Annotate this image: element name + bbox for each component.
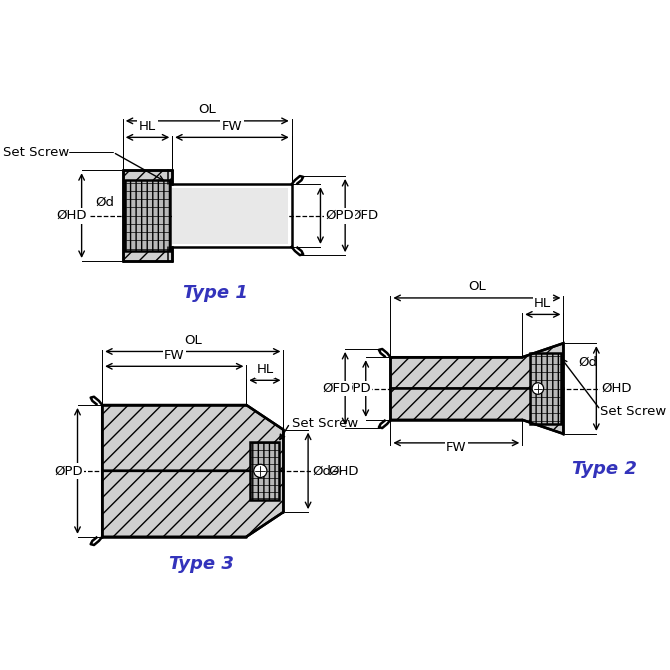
Text: OL: OL	[468, 280, 486, 293]
Polygon shape	[123, 216, 172, 261]
Text: Set Screw: Set Screw	[600, 405, 667, 418]
Polygon shape	[103, 471, 283, 537]
Text: Ød: Ød	[312, 464, 331, 478]
Text: Type 3: Type 3	[169, 555, 233, 573]
Text: ØFD: ØFD	[350, 209, 379, 222]
Text: Ød: Ød	[95, 196, 114, 209]
Text: FW: FW	[446, 442, 466, 454]
Polygon shape	[391, 389, 563, 433]
Text: ØPD: ØPD	[54, 464, 82, 478]
Text: ØFD: ØFD	[322, 382, 350, 395]
Text: Set Screw: Set Screw	[3, 145, 69, 159]
Text: ØHD: ØHD	[601, 382, 632, 395]
Text: HL: HL	[257, 363, 273, 376]
Bar	[529, 353, 561, 424]
Polygon shape	[391, 343, 563, 389]
Text: ØHD: ØHD	[56, 209, 86, 222]
Bar	[251, 442, 279, 500]
Text: Type 2: Type 2	[572, 460, 636, 478]
Polygon shape	[103, 405, 283, 471]
Text: OL: OL	[198, 103, 216, 116]
Text: FW: FW	[164, 349, 185, 362]
Text: ØPD: ØPD	[342, 382, 371, 395]
Text: Set Screw: Set Screw	[291, 417, 358, 429]
Text: Ød: Ød	[578, 355, 597, 369]
Bar	[172, 188, 288, 244]
Text: FW: FW	[222, 120, 243, 133]
Circle shape	[532, 383, 543, 394]
Text: HL: HL	[534, 297, 551, 310]
Text: HL: HL	[139, 120, 156, 133]
Text: Type 1: Type 1	[183, 284, 248, 302]
Circle shape	[254, 464, 267, 478]
Bar	[125, 180, 170, 251]
Text: ØPD: ØPD	[326, 209, 354, 222]
Text: ØHD: ØHD	[329, 464, 359, 478]
Polygon shape	[123, 170, 172, 216]
Text: OL: OL	[184, 334, 202, 346]
